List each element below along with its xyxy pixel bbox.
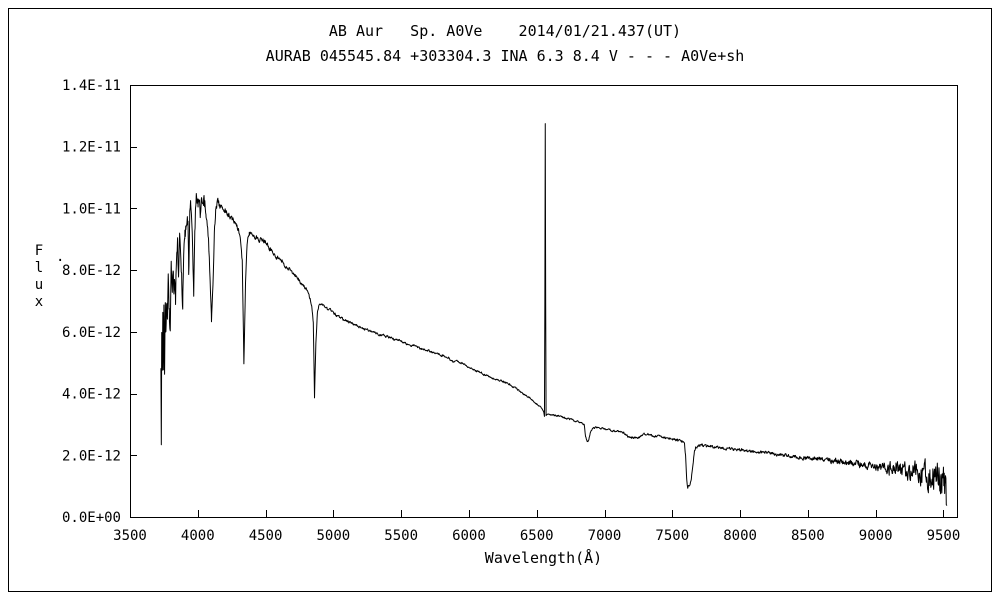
x-tick-label: 4000	[181, 528, 215, 544]
y-tick-label: 8.0E-12	[62, 263, 121, 279]
x-tick-label: 9500	[927, 528, 961, 544]
y-axis-label: Flux	[31, 243, 47, 311]
x-tick-label: 7000	[588, 528, 622, 544]
x-tick-label: 7500	[655, 528, 689, 544]
x-tick-label: 8500	[791, 528, 825, 544]
spectrum-line	[160, 123, 948, 506]
x-tick-label: 6000	[452, 528, 486, 544]
y-tick-label: 0.0E+00	[62, 510, 121, 526]
x-tick-label: 5500	[384, 528, 418, 544]
y-tick-label: 1.2E-11	[62, 140, 121, 156]
y-tick-label: 1.0E-11	[62, 201, 121, 217]
outer-border	[8, 8, 992, 592]
x-tick-label: 6500	[520, 528, 554, 544]
plot-border	[130, 85, 958, 518]
x-axis-label: Wavelength(Å)	[484, 549, 603, 567]
chart-title-line1: AB Aur Sp. A0Ve 2014/01/21.437(UT)	[328, 22, 682, 40]
y-tick-label: 2.0E-12	[62, 448, 121, 464]
chart-title-line2: AURAB 045545.84 +303304.3 INA 6.3 8.4 V …	[265, 47, 745, 65]
y-tick-label: 4.0E-12	[62, 387, 121, 403]
x-tick-label: 3500	[113, 528, 147, 544]
x-tick-label: 8000	[723, 528, 757, 544]
y-tick-label: 1.4E-11	[62, 78, 121, 94]
y-axis-label-dot: .	[56, 249, 65, 265]
x-tick-label: 4500	[249, 528, 283, 544]
y-tick-label: 6.0E-12	[62, 325, 121, 341]
x-tick-label: 5000	[317, 528, 351, 544]
x-tick-label: 9000	[859, 528, 893, 544]
